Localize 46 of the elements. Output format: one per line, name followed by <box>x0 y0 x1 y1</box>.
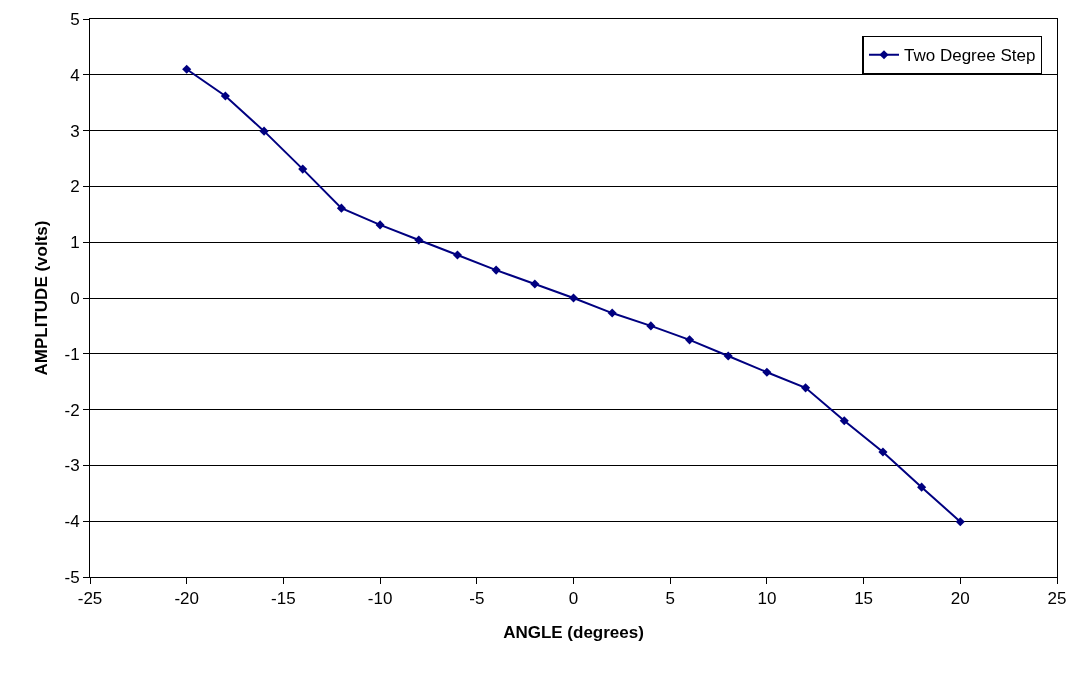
y-tick-label: -3 <box>64 456 80 476</box>
x-tick-label: -10 <box>367 589 393 609</box>
x-axis-title: ANGLE (degrees) <box>503 622 644 642</box>
x-tick-label: -15 <box>271 589 296 609</box>
point <box>839 416 849 426</box>
point <box>530 279 540 289</box>
point <box>646 321 656 331</box>
legend-label: Two Degree Step <box>903 46 1036 66</box>
x-tick-label: -25 <box>77 589 103 609</box>
x-tick-label: 20 <box>950 589 970 609</box>
y-tick-label: 4 <box>70 65 80 85</box>
x-tick-label: 15 <box>854 589 874 609</box>
point <box>878 447 888 457</box>
point <box>723 351 733 361</box>
point <box>607 308 617 318</box>
y-tick-label: 1 <box>70 233 80 253</box>
x-tick-label: 10 <box>757 589 777 609</box>
point <box>955 517 965 527</box>
y-tick-label: -1 <box>64 344 80 364</box>
point <box>917 482 927 492</box>
y-axis-title: AMPLITUDE (volts) <box>32 220 52 376</box>
x-tick-label: 0 <box>568 589 579 609</box>
y-tick-label: -5 <box>64 567 80 587</box>
y-tick-label: 5 <box>70 9 80 29</box>
y-tick-label: -4 <box>64 512 80 532</box>
x-tick-label: -5 <box>469 589 485 609</box>
point <box>298 164 308 174</box>
y-tick-label: -2 <box>64 400 80 420</box>
point <box>491 265 501 275</box>
point <box>375 220 385 230</box>
point <box>414 235 424 245</box>
point <box>762 367 772 377</box>
point <box>684 335 695 345</box>
y-tick-label: 2 <box>70 177 80 197</box>
point <box>259 126 269 136</box>
point <box>452 250 463 260</box>
x-tick-label: -20 <box>174 589 199 609</box>
y-tick-label: 0 <box>70 288 80 308</box>
point <box>801 383 811 393</box>
point <box>220 91 230 101</box>
point <box>336 203 346 213</box>
y-tick-label: 3 <box>70 121 80 141</box>
x-tick-label: 5 <box>665 589 675 609</box>
point <box>182 64 192 74</box>
x-tick-label: 25 <box>1047 589 1067 609</box>
point <box>568 293 579 303</box>
